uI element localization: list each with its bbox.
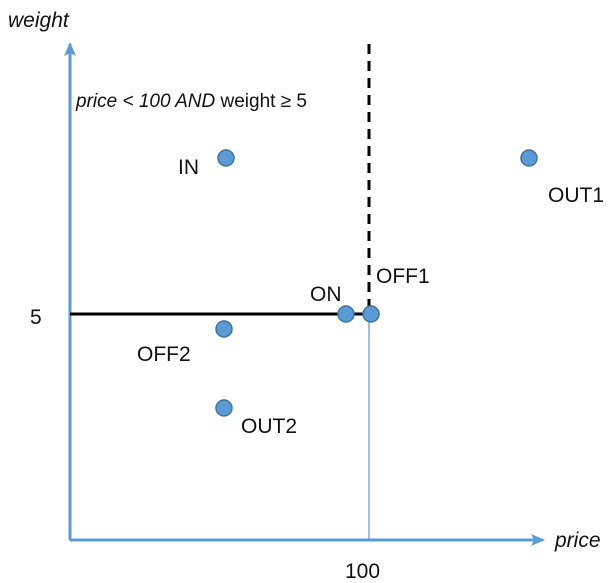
y-axis-label: weight	[8, 9, 70, 32]
point-label-in: IN	[178, 156, 199, 179]
point-label-out2: OUT2	[241, 415, 297, 438]
point-on	[337, 305, 355, 323]
x-tick-label: 100	[345, 560, 380, 583]
y-tick-label: 5	[30, 306, 42, 329]
point-off1	[362, 305, 380, 323]
condition-label: price < 100 AND weight ≥ 5	[75, 91, 307, 112]
point-label-off1: OFF1	[376, 265, 430, 288]
point-label-out1: OUT1	[548, 184, 604, 207]
point-out2	[215, 399, 233, 417]
x-axis-label: price	[554, 529, 601, 552]
point-in	[217, 149, 235, 167]
point-out1	[520, 149, 538, 167]
point-off2	[215, 320, 233, 338]
point-label-on: ON	[310, 283, 342, 306]
condition-part-1: price < 100 AND	[75, 91, 221, 112]
condition-part-2: weight ≥ 5	[220, 91, 307, 112]
point-label-off2: OFF2	[137, 343, 191, 366]
